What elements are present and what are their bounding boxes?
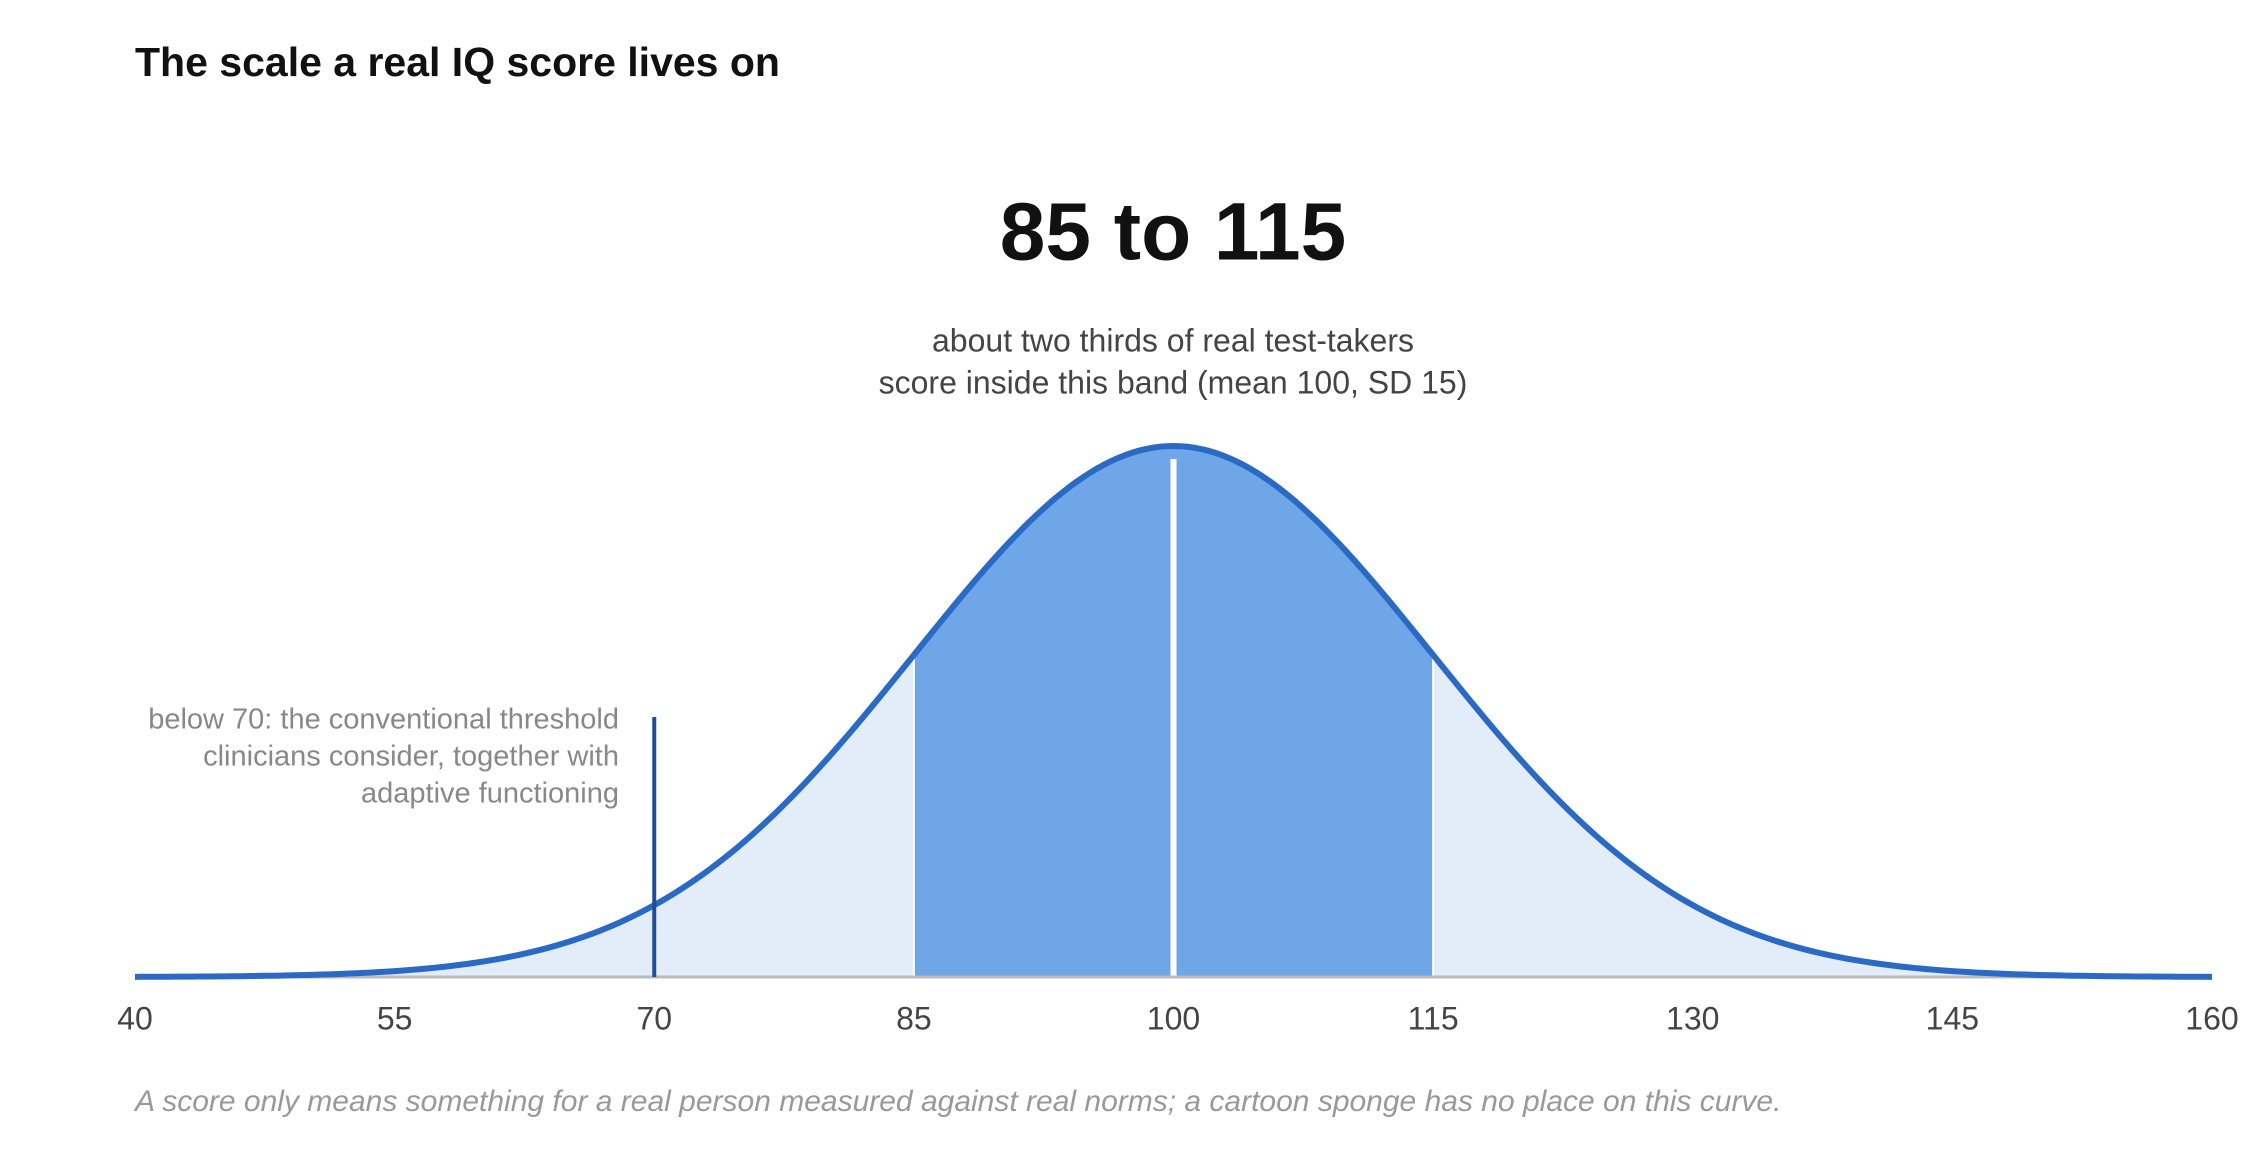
x-tick-label: 115 (1408, 1000, 1459, 1036)
x-tick-label: 100 (1147, 1000, 1200, 1036)
annotation: below 70: the conventional threshold (148, 704, 619, 736)
x-tick-label: 145 (1926, 1000, 1979, 1036)
subtitle: about two thirds of real test-takers (932, 322, 1414, 358)
x-tick-label: 130 (1666, 1000, 1719, 1036)
annotation: adaptive functioning (361, 778, 619, 810)
curve (134, 442, 2213, 980)
annotation: clinicians consider, together with (203, 741, 619, 773)
x-tick-label: 85 (896, 1000, 932, 1036)
subtitle: score inside this band (mean 100, SD 15) (879, 364, 1468, 400)
x-tick-label: 70 (636, 1000, 672, 1036)
x-tick-label: 40 (117, 1000, 153, 1036)
chart-title: The scale a real IQ score lives on (135, 39, 780, 85)
caption: A score only means something for a real … (133, 1085, 1781, 1118)
x-tick-label: 160 (2185, 1000, 2238, 1036)
x-tick-label: 55 (377, 1000, 413, 1036)
headline: 85 to 115 (1000, 187, 1346, 278)
